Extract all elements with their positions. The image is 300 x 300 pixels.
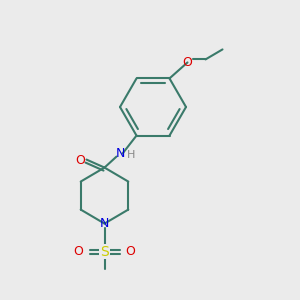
Text: H: H xyxy=(127,150,136,160)
Text: S: S xyxy=(100,244,109,259)
Text: O: O xyxy=(183,56,192,69)
Text: O: O xyxy=(126,245,135,258)
Text: N: N xyxy=(116,147,125,160)
Text: N: N xyxy=(100,217,109,230)
Text: O: O xyxy=(74,245,83,258)
Text: O: O xyxy=(76,154,85,167)
